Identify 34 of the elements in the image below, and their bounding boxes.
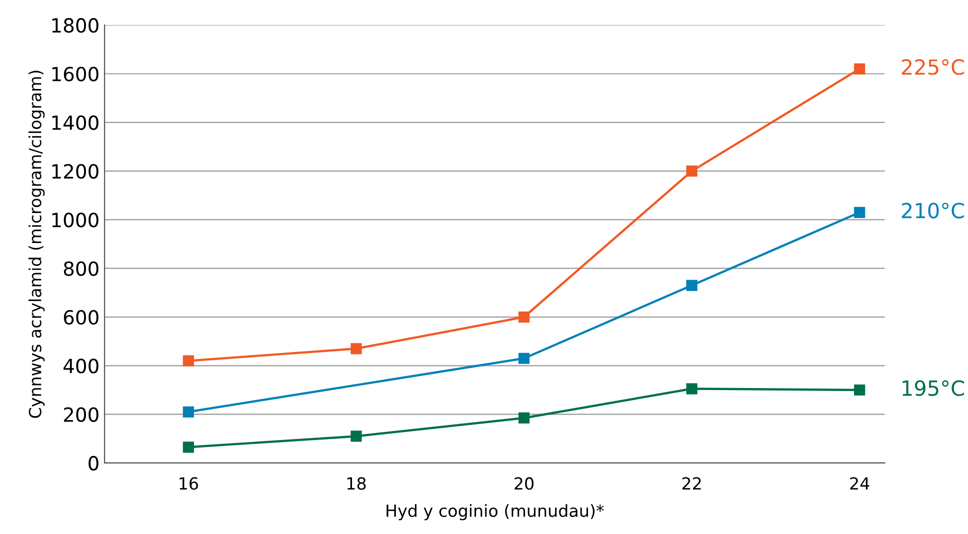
series-label: 225°C	[902, 59, 964, 75]
point	[686, 383, 698, 394]
y-tick-label: 1800	[52, 18, 98, 33]
y-tick-label: 600	[64, 310, 98, 325]
y-tick-label: 1400	[52, 115, 98, 130]
x-tick-label: 24	[850, 477, 870, 490]
y-tick-label: 200	[64, 407, 98, 422]
point	[182, 406, 194, 418]
x-tick-label: 20	[514, 477, 534, 490]
y-tick-label: 800	[64, 261, 98, 276]
point	[350, 430, 362, 442]
point	[854, 384, 866, 396]
point	[518, 311, 530, 323]
point	[350, 343, 362, 354]
series-label: 210°C	[902, 202, 964, 218]
point	[518, 352, 530, 364]
series-label: 195°C	[902, 380, 964, 396]
point	[854, 206, 866, 218]
y-tick-label: 1600	[52, 66, 98, 82]
point	[686, 280, 698, 291]
y-tick-label: 1200	[52, 164, 98, 179]
point	[182, 442, 194, 453]
y-tick-label: 400	[64, 358, 98, 374]
x-tick-label: 22	[682, 477, 701, 490]
y-axis-title: Cynnwys acrylamid (microgram/cilogram)	[28, 70, 45, 418]
x-tick-label: 18	[347, 477, 366, 490]
point	[518, 412, 530, 424]
point	[686, 166, 698, 177]
y-tick-label: 0	[88, 456, 98, 471]
point	[854, 63, 866, 74]
x-tick-label: 16	[180, 477, 198, 490]
point	[182, 355, 194, 366]
x-axis-title: Hyd y coginio (munudau)*	[386, 504, 604, 520]
y-tick-label: 1000	[52, 212, 98, 228]
